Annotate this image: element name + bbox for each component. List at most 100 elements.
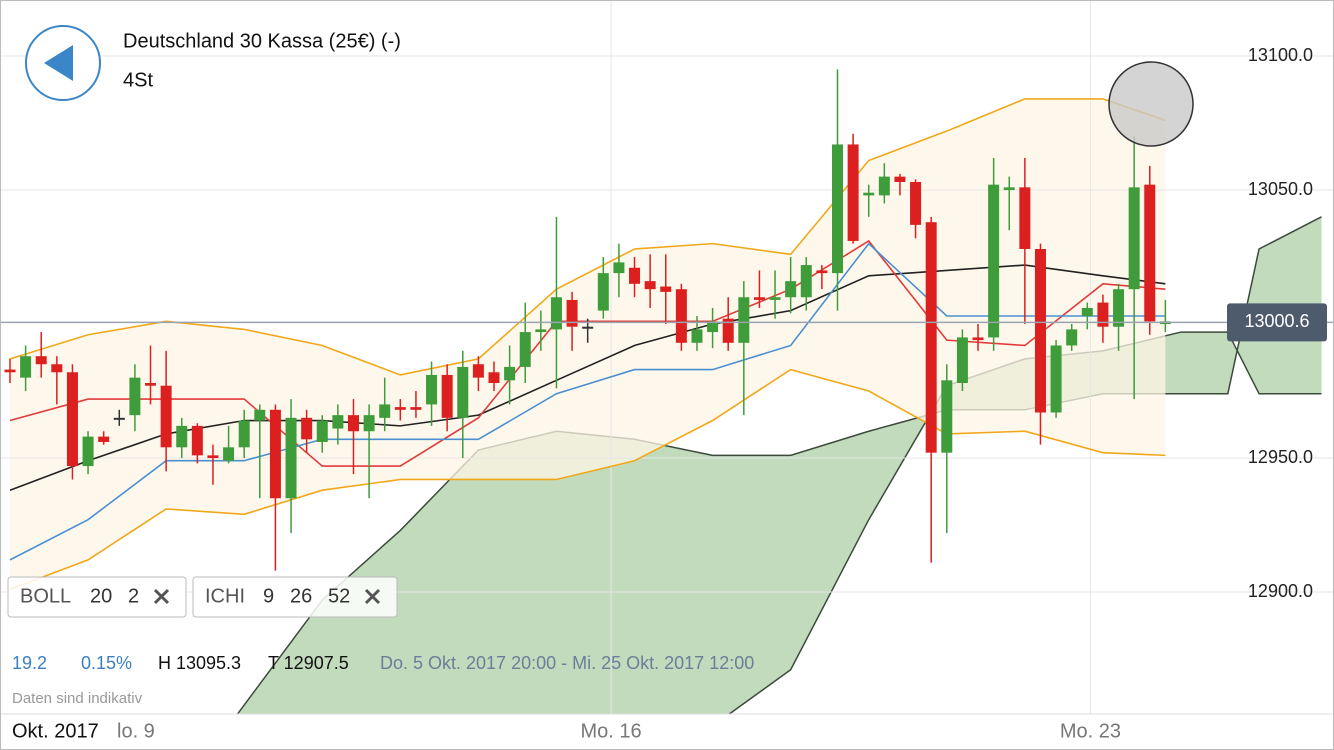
- candle-body: [878, 176, 890, 196]
- candle-body: [519, 332, 531, 367]
- candle-body: [535, 329, 547, 333]
- candle-body: [4, 369, 16, 373]
- cloud-line: [728, 331, 1322, 714]
- indicator-line: [9, 239, 1166, 467]
- candle-body: [629, 267, 641, 284]
- stat-change: 19.2: [12, 653, 47, 673]
- candle-body: [613, 262, 625, 274]
- y-tick-label: 13050.0: [1248, 179, 1313, 199]
- candle-body: [816, 270, 828, 274]
- candle-body: [566, 299, 578, 327]
- disclaimer: Daten sind indikativ: [12, 690, 143, 707]
- chip-param: 20: [90, 585, 112, 607]
- candle-body: [410, 407, 422, 410]
- candle-body: [722, 318, 734, 343]
- period-bg: [2, 716, 110, 748]
- indicator-line: [9, 264, 1166, 491]
- chip-name: BOLL: [20, 585, 71, 607]
- highlight-circle: [1108, 61, 1194, 147]
- candle-body: [441, 374, 453, 418]
- candle-body: [925, 222, 937, 453]
- band-fill: [9, 98, 1166, 590]
- chip-close[interactable]: [153, 588, 170, 605]
- candle-body: [82, 436, 94, 467]
- chip-close[interactable]: [364, 588, 381, 605]
- candle-body: [1113, 289, 1125, 327]
- candle-body: [972, 337, 984, 341]
- plot-area: [0, 0, 1334, 714]
- candle-body: [847, 144, 859, 241]
- candle-body: [332, 415, 344, 429]
- stat-low: T 12907.5: [268, 653, 349, 673]
- candle-body: [191, 425, 203, 456]
- candle-body: [941, 380, 953, 453]
- cloud-fill: [237, 216, 1322, 714]
- candle-body: [176, 425, 188, 448]
- chip[interactable]: [192, 576, 398, 618]
- candle-body: [20, 356, 32, 378]
- axis-band: [0, 714, 1334, 750]
- candle-body: [145, 382, 157, 386]
- candle-body: [285, 417, 297, 499]
- candle-body: [1003, 187, 1015, 191]
- candle-body: [910, 181, 922, 225]
- cloud-line: [236, 216, 1322, 714]
- candle-body: [660, 286, 672, 292]
- candle-body: [98, 436, 110, 442]
- candle-body: [894, 176, 906, 182]
- timeframe: 4St: [123, 69, 153, 91]
- candle-body: [269, 409, 281, 499]
- candle-body: [1050, 345, 1062, 413]
- candle-body: [1081, 307, 1093, 316]
- candle-body: [707, 321, 719, 333]
- candle-body: [254, 409, 266, 421]
- candle-body: [863, 192, 875, 196]
- candle-body: [35, 356, 47, 365]
- candle-body: [1019, 187, 1031, 249]
- y-tick-label: 12950.0: [1248, 447, 1313, 467]
- chip-param: 9: [263, 585, 274, 607]
- stat-high: H 13095.3: [158, 653, 241, 673]
- candle-body: [785, 281, 797, 298]
- x-tick-label: lo. 9: [117, 720, 155, 742]
- chip[interactable]: [7, 576, 187, 618]
- candle-body: [1097, 302, 1109, 327]
- candle-body: [426, 374, 438, 405]
- x-tick-label: Mo. 16: [581, 720, 642, 742]
- x-axis: lo. 9 Mo. 16 Mo. 23 Okt. 2017: [0, 713, 1334, 750]
- candle-body: [129, 377, 141, 416]
- last-price-box: [1227, 303, 1327, 342]
- chip-param: 2: [128, 585, 139, 607]
- candle-body: [1034, 248, 1046, 413]
- candle-body: [379, 404, 391, 418]
- candle-body: [1066, 329, 1078, 346]
- candle-body: [675, 289, 687, 343]
- title: Deutschland 30 Kassa (25€) (-): [123, 30, 401, 52]
- chip-param: 52: [328, 585, 350, 607]
- candle-body: [363, 415, 375, 432]
- x-tick-label: Mo. 23: [1060, 720, 1121, 742]
- candle-body: [1128, 187, 1140, 290]
- candle-body: [691, 329, 703, 343]
- stat-range: Do. 5 Okt. 2017 20:00 - Mi. 25 Okt. 2017…: [380, 653, 754, 673]
- y-tick-label: 13100.0: [1248, 45, 1313, 65]
- candle-body: [113, 417, 125, 420]
- candle-body: [66, 372, 78, 467]
- candle-body: [223, 447, 235, 461]
- candle-body: [800, 265, 812, 298]
- candle-body: [550, 297, 562, 330]
- chip-name: ICHI: [205, 585, 245, 607]
- candle-body: [769, 297, 781, 300]
- overlay: Deutschland 30 Kassa (25€) (-) 4St BOLL …: [7, 25, 1327, 707]
- x-period: Okt. 2017: [12, 720, 99, 742]
- last-price-label: 13000.6: [1244, 311, 1309, 331]
- candle-body: [301, 417, 313, 440]
- stat-change-pct: 0.15%: [81, 653, 132, 673]
- candle-body: [160, 385, 172, 448]
- candle-body: [488, 372, 500, 383]
- candle-body: [51, 364, 63, 373]
- candle-body: [347, 415, 359, 432]
- candle-body: [394, 407, 406, 410]
- back-arrow: [44, 45, 73, 81]
